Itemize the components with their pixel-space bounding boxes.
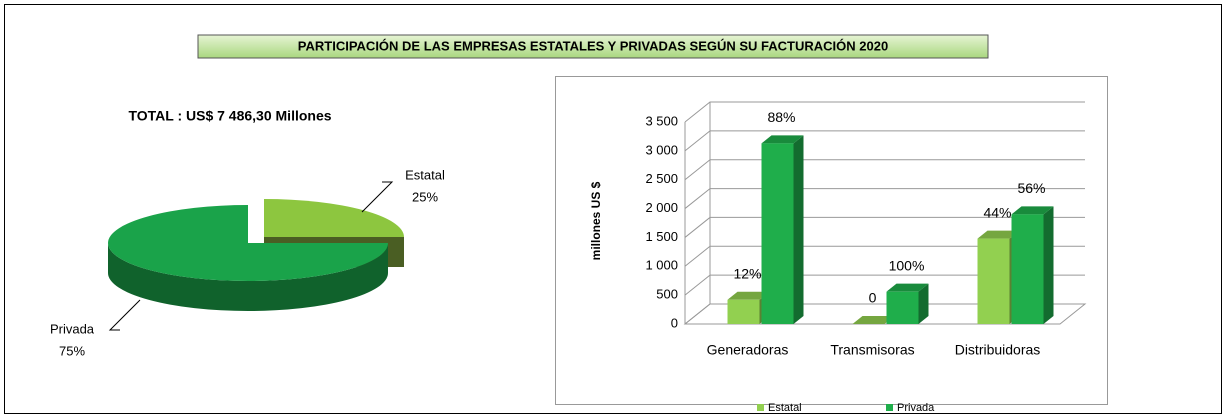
pie-value-label: 75% <box>59 343 85 358</box>
legend-swatch <box>886 404 893 411</box>
bar <box>886 291 919 324</box>
bar <box>1011 214 1044 324</box>
y-tick-label: 3 500 <box>645 113 678 128</box>
data-label: 12% <box>733 265 761 281</box>
bar <box>761 143 794 324</box>
bar-side <box>1043 206 1054 324</box>
pie-value-label: 25% <box>412 189 438 204</box>
pie-label: Privada <box>50 321 95 336</box>
bar <box>977 238 1010 324</box>
leader-line <box>361 181 394 213</box>
pie-title: TOTAL : US$ 7 486,30 Millones <box>128 108 331 124</box>
pie-slice <box>264 199 404 237</box>
pie-side <box>108 243 388 311</box>
bar-top <box>852 316 895 324</box>
y-tick-label: 3 000 <box>645 142 678 157</box>
legend-label: Estatal <box>768 402 802 414</box>
grid-line <box>684 303 1085 325</box>
data-label: 0 <box>869 290 877 306</box>
y-tick-label: 1 000 <box>645 258 678 273</box>
bar-side <box>918 283 929 324</box>
bar <box>727 299 760 324</box>
x-tick-label: Distribuidoras <box>955 342 1041 358</box>
frame <box>4 4 1222 414</box>
data-label: 88% <box>767 109 795 125</box>
title-box <box>197 34 989 59</box>
grid-line <box>684 188 1085 209</box>
grid-line <box>684 130 1085 152</box>
bar-top <box>1011 206 1054 215</box>
pie-label: Estatal <box>405 167 445 182</box>
y-tick-label: 500 <box>656 287 678 302</box>
bar-top <box>886 283 929 292</box>
grid-line <box>684 101 1085 123</box>
legend-label: Privada <box>897 402 935 414</box>
grid-line <box>684 245 1085 267</box>
y-axis-label: millones US $ <box>589 181 603 260</box>
data-label: 44% <box>983 204 1011 220</box>
page-title: PARTICIPACIÓN DE LAS EMPRESAS ESTATALES … <box>298 38 888 53</box>
pie-slice <box>108 205 388 281</box>
data-label: 56% <box>1017 180 1045 196</box>
legend-swatch <box>757 404 764 411</box>
x-tick-label: Transmisoras <box>830 342 914 358</box>
y-tick-label: 2 500 <box>645 171 678 186</box>
leader-line <box>108 299 141 331</box>
y-tick-label: 2 000 <box>645 200 678 215</box>
bar-top <box>727 291 770 300</box>
grid-line <box>684 159 1085 181</box>
x-tick-label: Generadoras <box>707 342 789 358</box>
bar-top <box>761 135 804 144</box>
y-tick-label: 0 <box>671 315 678 330</box>
y-tick-label: 1 500 <box>645 229 678 244</box>
grid-line <box>684 216 1085 238</box>
grid-line <box>684 274 1085 296</box>
bar-side <box>793 135 804 324</box>
bar-frame <box>555 76 1108 405</box>
bar-top <box>977 230 1020 239</box>
data-label: 100% <box>889 257 925 273</box>
